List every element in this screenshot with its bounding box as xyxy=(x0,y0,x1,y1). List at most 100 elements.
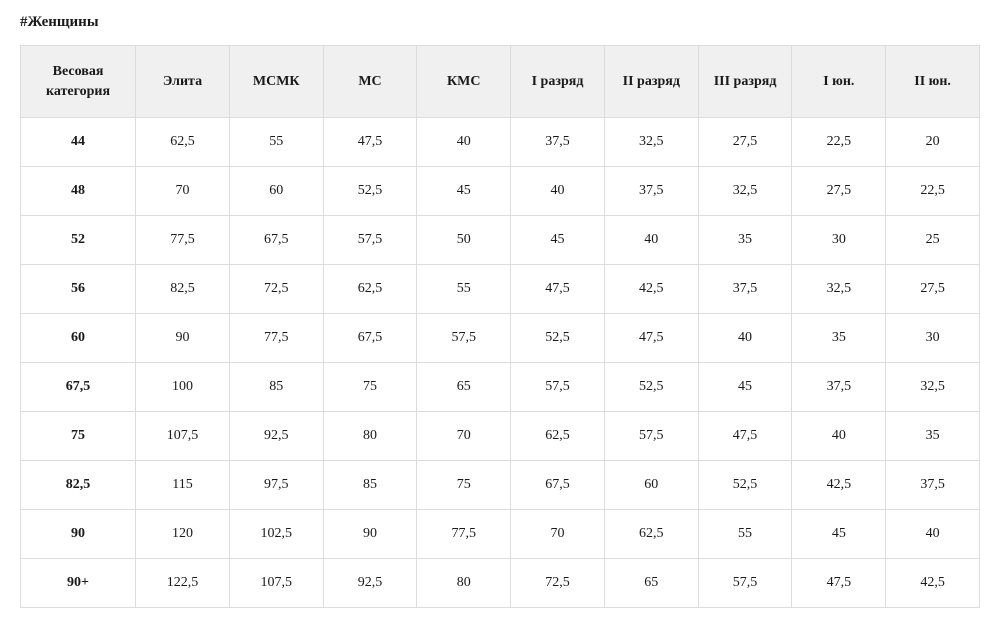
value-cell: 107,5 xyxy=(229,559,323,608)
table-column-header: III разряд xyxy=(698,46,792,118)
table-column-header: Весовая категория xyxy=(21,46,136,118)
value-cell: 65 xyxy=(604,559,698,608)
value-cell: 47,5 xyxy=(698,412,792,461)
weight-category-cell: 75 xyxy=(21,412,136,461)
value-cell: 37,5 xyxy=(886,461,980,510)
value-cell: 70 xyxy=(511,510,605,559)
value-cell: 32,5 xyxy=(886,363,980,412)
value-cell: 60 xyxy=(229,167,323,216)
value-cell: 62,5 xyxy=(323,265,417,314)
value-cell: 45 xyxy=(511,216,605,265)
value-cell: 30 xyxy=(792,216,886,265)
value-cell: 52,5 xyxy=(698,461,792,510)
value-cell: 47,5 xyxy=(604,314,698,363)
value-cell: 80 xyxy=(323,412,417,461)
value-cell: 80 xyxy=(417,559,511,608)
value-cell: 37,5 xyxy=(511,118,605,167)
value-cell: 70 xyxy=(136,167,230,216)
table-column-header: II разряд xyxy=(604,46,698,118)
table-column-header: II юн. xyxy=(886,46,980,118)
value-cell: 82,5 xyxy=(136,265,230,314)
value-cell: 85 xyxy=(323,461,417,510)
value-cell: 90 xyxy=(136,314,230,363)
value-cell: 72,5 xyxy=(511,559,605,608)
value-cell: 45 xyxy=(792,510,886,559)
value-cell: 55 xyxy=(698,510,792,559)
table-row: 609077,567,557,552,547,5403530 xyxy=(21,314,980,363)
table-column-header: МСМК xyxy=(229,46,323,118)
value-cell: 55 xyxy=(229,118,323,167)
table-column-header: I разряд xyxy=(511,46,605,118)
value-cell: 27,5 xyxy=(886,265,980,314)
section-heading: #Женщины xyxy=(20,14,980,31)
value-cell: 40 xyxy=(886,510,980,559)
value-cell: 55 xyxy=(417,265,511,314)
value-cell: 57,5 xyxy=(511,363,605,412)
value-cell: 92,5 xyxy=(323,559,417,608)
value-cell: 35 xyxy=(886,412,980,461)
table-row: 5682,572,562,55547,542,537,532,527,5 xyxy=(21,265,980,314)
value-cell: 40 xyxy=(792,412,886,461)
table-row: 67,510085756557,552,54537,532,5 xyxy=(21,363,980,412)
value-cell: 52,5 xyxy=(604,363,698,412)
table-column-header: КМС xyxy=(417,46,511,118)
value-cell: 35 xyxy=(698,216,792,265)
value-cell: 75 xyxy=(417,461,511,510)
value-cell: 90 xyxy=(323,510,417,559)
weight-category-cell: 67,5 xyxy=(21,363,136,412)
value-cell: 67,5 xyxy=(511,461,605,510)
weight-category-cell: 90+ xyxy=(21,559,136,608)
weight-category-cell: 48 xyxy=(21,167,136,216)
table-column-header: МС xyxy=(323,46,417,118)
weight-category-cell: 56 xyxy=(21,265,136,314)
value-cell: 57,5 xyxy=(417,314,511,363)
value-cell: 97,5 xyxy=(229,461,323,510)
value-cell: 27,5 xyxy=(698,118,792,167)
table-header-row: Весовая категорияЭлитаМСМКМСКМСI разрядI… xyxy=(21,46,980,118)
value-cell: 42,5 xyxy=(886,559,980,608)
value-cell: 107,5 xyxy=(136,412,230,461)
table-column-header: Элита xyxy=(136,46,230,118)
value-cell: 37,5 xyxy=(698,265,792,314)
value-cell: 47,5 xyxy=(792,559,886,608)
weight-category-cell: 44 xyxy=(21,118,136,167)
value-cell: 45 xyxy=(698,363,792,412)
value-cell: 75 xyxy=(323,363,417,412)
value-cell: 102,5 xyxy=(229,510,323,559)
value-cell: 40 xyxy=(604,216,698,265)
value-cell: 27,5 xyxy=(792,167,886,216)
value-cell: 67,5 xyxy=(323,314,417,363)
value-cell: 57,5 xyxy=(323,216,417,265)
value-cell: 40 xyxy=(698,314,792,363)
table-row: 5277,567,557,5504540353025 xyxy=(21,216,980,265)
weight-category-cell: 60 xyxy=(21,314,136,363)
value-cell: 100 xyxy=(136,363,230,412)
weight-category-cell: 82,5 xyxy=(21,461,136,510)
value-cell: 60 xyxy=(604,461,698,510)
value-cell: 32,5 xyxy=(792,265,886,314)
value-cell: 47,5 xyxy=(511,265,605,314)
value-cell: 122,5 xyxy=(136,559,230,608)
value-cell: 70 xyxy=(417,412,511,461)
value-cell: 30 xyxy=(886,314,980,363)
value-cell: 47,5 xyxy=(323,118,417,167)
value-cell: 77,5 xyxy=(136,216,230,265)
value-cell: 57,5 xyxy=(698,559,792,608)
table-row: 82,511597,5857567,56052,542,537,5 xyxy=(21,461,980,510)
table-row: 90120102,59077,57062,5554540 xyxy=(21,510,980,559)
table-row: 75107,592,5807062,557,547,54035 xyxy=(21,412,980,461)
value-cell: 85 xyxy=(229,363,323,412)
value-cell: 62,5 xyxy=(511,412,605,461)
value-cell: 35 xyxy=(792,314,886,363)
value-cell: 20 xyxy=(886,118,980,167)
value-cell: 45 xyxy=(417,167,511,216)
table-column-header: I юн. xyxy=(792,46,886,118)
table-body: 4462,55547,54037,532,527,522,52048706052… xyxy=(21,118,980,608)
value-cell: 22,5 xyxy=(886,167,980,216)
value-cell: 37,5 xyxy=(792,363,886,412)
table-row: 48706052,5454037,532,527,522,5 xyxy=(21,167,980,216)
value-cell: 77,5 xyxy=(229,314,323,363)
value-cell: 25 xyxy=(886,216,980,265)
weight-category-cell: 90 xyxy=(21,510,136,559)
table-row: 4462,55547,54037,532,527,522,520 xyxy=(21,118,980,167)
